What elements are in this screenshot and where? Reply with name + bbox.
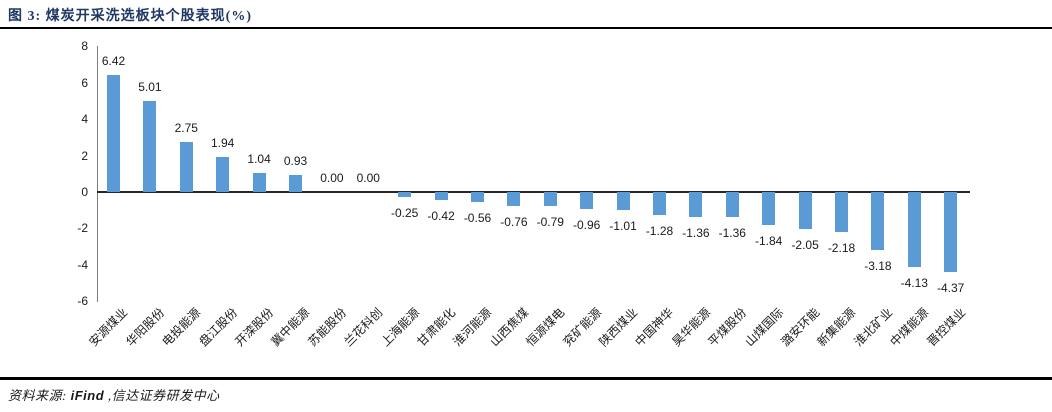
x-axis-label: 昊华能源: [669, 305, 714, 350]
figure-title: 图 3: 煤炭开采洗选板块个股表现(%): [8, 9, 252, 24]
footer-divider: [0, 377, 1052, 380]
bar-value-label: -1.36: [718, 225, 746, 240]
x-axis-label: 晋控煤业: [924, 305, 968, 350]
x-axis-label: 山西焦煤: [487, 305, 532, 350]
bar: [216, 156, 230, 192]
y-axis-tick-label: 8: [81, 39, 88, 54]
y-axis-tick-label: -2: [77, 221, 88, 236]
bar: [762, 192, 776, 226]
x-axis-label: 潞安环能: [778, 305, 823, 350]
x-axis-label: 上海能源: [378, 305, 422, 350]
bar-value-label: -0.96: [573, 218, 601, 233]
y-axis-tick-label: 6: [81, 75, 88, 90]
bar-chart: 8 6 4 2 0 -2 -4 -6 6.42 安源煤业 5.01 华阳股份 2.75 电投能源 1.94 盘…: [0, 30, 1052, 380]
bar: [580, 192, 594, 210]
bar: [507, 192, 521, 206]
bar: [689, 192, 703, 217]
bar: [252, 173, 266, 192]
bar-value-label: 5.01: [138, 79, 162, 94]
x-axis-label: 电投能源: [159, 305, 204, 350]
x-axis-label: 苏能股份: [305, 305, 350, 350]
bar: [616, 192, 630, 211]
bar-value-label: -3.18: [864, 258, 892, 273]
x-axis-label: 中国神华: [632, 305, 677, 350]
x-axis-label: 冀中能源: [268, 305, 313, 350]
x-axis-label: 兰花科创: [341, 305, 386, 350]
bar-value-label: -4.37: [937, 280, 965, 295]
bar: [107, 75, 120, 192]
bar-value-label: 6.42: [101, 54, 126, 69]
bar-value-label: 1.04: [247, 152, 271, 167]
x-axis-label: 恒源煤电: [523, 305, 568, 350]
bar: [434, 192, 448, 200]
title-divider: [0, 27, 1052, 29]
y-axis-tick-label: -4: [77, 257, 88, 272]
y-axis-tick-label: 4: [81, 112, 88, 127]
bar-value-label: -1.28: [645, 224, 674, 239]
x-axis-label: 淮河能源: [450, 305, 495, 350]
bar: [835, 192, 848, 232]
source-note: 资料来源: iFind ,信达证券研发中心: [8, 385, 220, 404]
source-name: iFind: [70, 388, 105, 403]
x-axis-label: 安源煤业: [86, 305, 131, 350]
source-prefix: 资料来源:: [8, 388, 67, 403]
bar-value-label: -2.18: [827, 240, 856, 255]
bar-value-label: -0.25: [391, 205, 419, 220]
bar: [725, 192, 739, 217]
bar-value-label: -1.01: [609, 219, 637, 234]
bar-value-label: -1.84: [755, 234, 783, 249]
bar-value-label: -0.79: [536, 215, 564, 230]
x-axis-label: 盘江股份: [196, 305, 240, 350]
bar: [653, 192, 666, 216]
bar-value-label: 1.94: [211, 135, 235, 150]
x-axis-label: 开滦股份: [232, 305, 277, 350]
bar-value-label: -0.56: [463, 211, 492, 226]
bar: [907, 192, 921, 268]
bar: [471, 192, 484, 203]
bar-value-label: 0.00: [356, 171, 380, 185]
bar-value-label: -0.76: [500, 214, 528, 229]
bar-value-label: 0.93: [283, 154, 308, 169]
bar-value-label: -2.05: [791, 238, 819, 253]
x-axis-label: 甘肃能化: [414, 305, 459, 350]
x-axis-label: 陕西煤业: [596, 305, 641, 350]
y-axis-tick-label: 0: [81, 185, 88, 199]
bar: [543, 192, 557, 207]
bar: [289, 175, 302, 192]
bar: [798, 192, 812, 230]
bar: [944, 192, 958, 272]
y-axis-line: [97, 46, 98, 302]
bar-value-label: 0.00: [320, 171, 344, 185]
y-axis-tick-label: -6: [77, 294, 88, 309]
bar: [143, 100, 157, 192]
bar-value-label: -1.36: [682, 225, 710, 240]
x-axis-label: 中煤能源: [887, 305, 932, 350]
x-axis-label: 华阳股份: [123, 305, 168, 350]
y-axis-tick-label: 2: [81, 148, 88, 163]
x-axis-label: 山煤国际: [742, 305, 786, 350]
bar: [871, 192, 885, 250]
x-axis-label: 新集能源: [814, 305, 859, 350]
bar-value-label: -4.13: [900, 276, 928, 291]
x-axis-label: 平煤股份: [705, 305, 750, 350]
x-axis-label: 兖矿能源: [560, 305, 604, 350]
zero-baseline: [97, 191, 970, 193]
bar-value-label: -0.42: [427, 208, 455, 223]
bar-value-label: 2.75: [174, 120, 198, 135]
bar: [398, 192, 412, 197]
bar: [179, 141, 193, 192]
source-suffix: ,信达证券研发中心: [107, 388, 220, 403]
x-axis-label: 淮北矿业: [851, 305, 896, 350]
